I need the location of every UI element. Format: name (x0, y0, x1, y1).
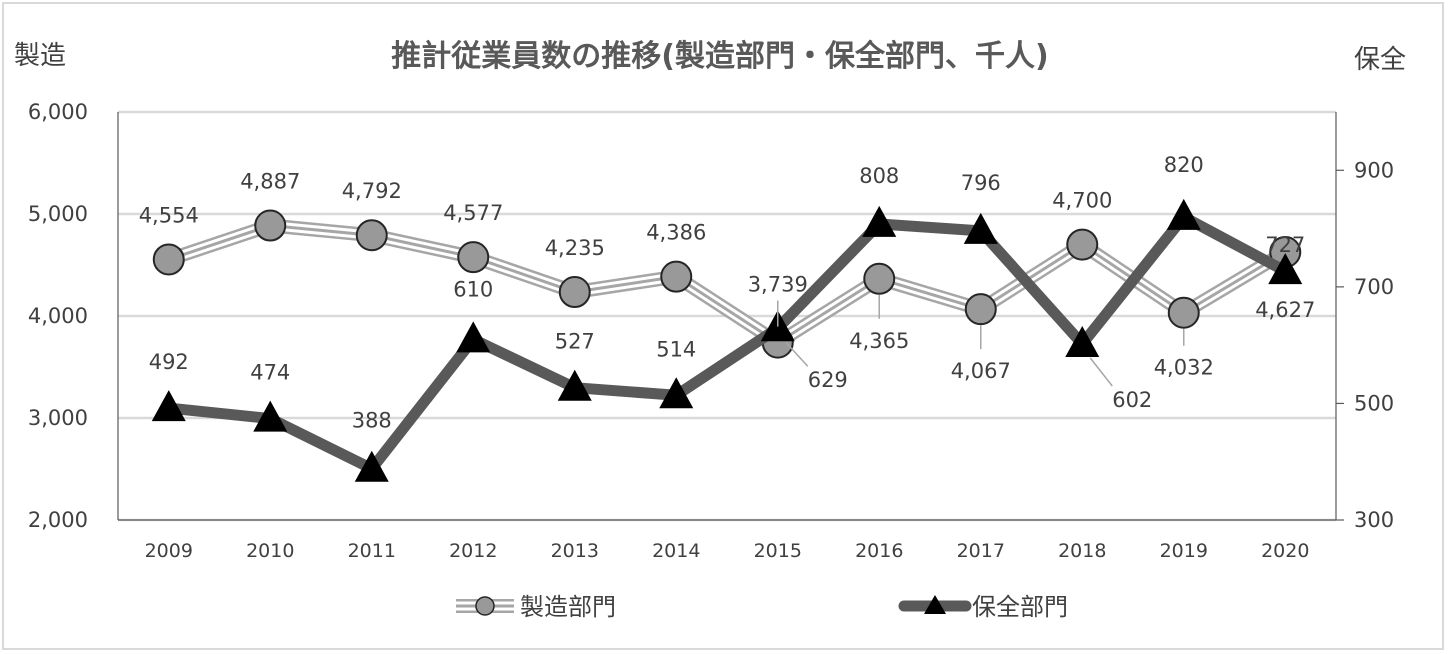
maintenance-data-label: 514 (656, 337, 696, 361)
manufacturing-data-label: 4,067 (951, 359, 1011, 383)
maintenance-point (659, 377, 694, 409)
series-manufacturing (152, 209, 1302, 359)
manufacturing-point (1167, 296, 1200, 329)
x-tick-label: 2009 (145, 540, 193, 562)
maintenance-point (253, 400, 288, 432)
maintenance-data-label: 527 (555, 330, 595, 354)
manufacturing-line (166, 218, 1289, 350)
manufacturing-line-core (168, 224, 1287, 345)
maintenance-data-label: 820 (1164, 153, 1204, 177)
x-tick-label: 2020 (1261, 540, 1309, 562)
maintenance-point (1166, 198, 1201, 230)
right-axis-title: 保全 (1354, 45, 1406, 75)
chart-title: 推計従業員数の推移(製造部門・保全部門、千人) (391, 39, 1048, 74)
maintenance-data-label: 727 (1265, 233, 1305, 257)
manufacturing-point (152, 243, 185, 276)
maintenance-point (1268, 253, 1303, 285)
manufacturing-point (254, 209, 287, 242)
left-tick-label: 5,000 (28, 202, 88, 226)
left-tick-label: 3,000 (28, 406, 88, 430)
maintenance-line (168, 211, 1288, 475)
maintenance-label-leader (785, 341, 809, 367)
right-tick-label: 700 (1354, 275, 1394, 299)
x-tick-label: 2016 (855, 540, 903, 562)
x-tick-label: 2010 (246, 540, 294, 562)
maintenance-point (456, 321, 491, 353)
x-tick-label: 2013 (551, 540, 599, 562)
manufacturing-data-label: 3,739 (748, 273, 808, 297)
maintenance-data-label: 796 (961, 171, 1001, 195)
maintenance-label-leader (1089, 357, 1113, 387)
maintenance-point (963, 212, 998, 244)
maintenance-data-label: 492 (149, 350, 189, 374)
data-labels: 4,554 4,887 4,792 4,577 4,235 4,386 3,739 4,365… (139, 153, 1316, 433)
maintenance-data-label: 388 (352, 409, 392, 433)
manufacturing-data-label: 4,887 (240, 170, 300, 194)
manufacturing-point (863, 262, 896, 295)
x-tick-label: 2012 (449, 540, 497, 562)
manufacturing-data-label: 4,235 (545, 236, 605, 260)
maintenance-point (862, 205, 897, 237)
manufacturing-data-label: 4,577 (443, 201, 503, 225)
manufacturing-point (964, 293, 997, 326)
manufacturing-data-label: 4,627 (1255, 298, 1315, 322)
manufacturing-point (1066, 228, 1099, 261)
legend: 製造部門 保全部門 (456, 593, 1068, 621)
x-tick-label: 2019 (1160, 540, 1208, 562)
manufacturing-data-label: 4,032 (1154, 356, 1214, 380)
left-tick-label: 2,000 (28, 508, 88, 532)
maintenance-point (151, 390, 186, 422)
manufacturing-data-label: 4,386 (646, 221, 706, 245)
manufacturing-data-label: 4,365 (849, 329, 909, 353)
right-tick-label: 900 (1354, 158, 1394, 182)
manufacturing-data-label: 4,792 (342, 179, 402, 203)
x-tick-label: 2018 (1058, 540, 1106, 562)
maintenance-data-label: 474 (250, 361, 290, 385)
maintenance-data-label: 629 (808, 368, 848, 392)
left-tick-label: 6,000 (28, 100, 88, 124)
legend-label: 保全部門 (972, 593, 1068, 621)
x-tick-label: 2017 (957, 540, 1005, 562)
maintenance-point (354, 450, 389, 482)
manufacturing-point (457, 241, 490, 274)
series-layer (151, 198, 1303, 482)
legend-item-manufacturing: 製造部門 (456, 593, 616, 621)
maintenance-data-label: 808 (859, 164, 899, 188)
legend-swatch-marker (924, 595, 946, 614)
manufacturing-line-inner (167, 221, 1288, 348)
x-tick-label: 2011 (348, 540, 396, 562)
x-tick-label: 2014 (652, 540, 700, 562)
manufacturing-point (558, 276, 591, 309)
right-tick-label: 500 (1354, 391, 1394, 415)
series-maintenance (151, 198, 1303, 482)
legend-label: 製造部門 (520, 593, 616, 621)
left-tick-label: 4,000 (28, 304, 88, 328)
maintenance-point (1065, 325, 1100, 357)
manufacturing-point (660, 260, 693, 293)
legend-swatch-marker (475, 596, 495, 616)
right-tick-label: 300 (1354, 508, 1394, 532)
manufacturing-data-label: 4,554 (139, 203, 199, 227)
manufacturing-point (355, 219, 388, 252)
legend-item-maintenance: 保全部門 (898, 593, 1068, 621)
maintenance-data-label: 610 (453, 277, 493, 301)
line-chart: 推計従業員数の推移(製造部門・保全部門、千人) 製造 保全 2,000 3,000… (14, 39, 1406, 621)
manufacturing-data-label: 4,700 (1052, 189, 1112, 213)
maintenance-data-label: 602 (1112, 388, 1152, 412)
x-tick-label: 2015 (754, 540, 802, 562)
maintenance-point (557, 369, 592, 401)
left-axis-title: 製造 (14, 41, 66, 71)
axes: 2,000 3,000 4,000 5,000 6,000 300 500 700 900 200… (28, 100, 1394, 562)
